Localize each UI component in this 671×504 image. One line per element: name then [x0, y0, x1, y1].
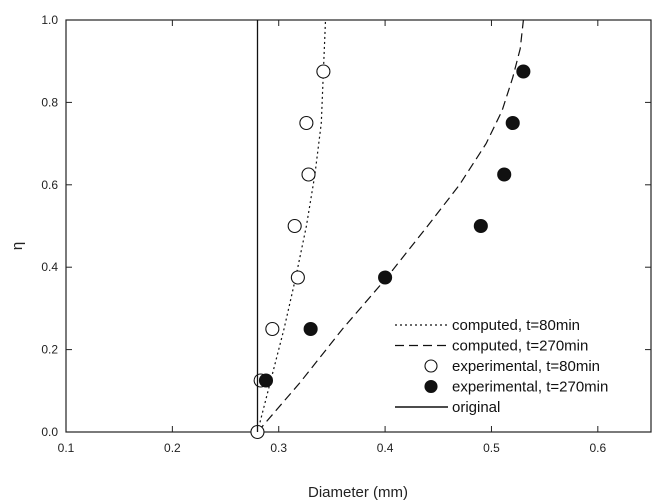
- y-tick-label: 0.4: [41, 260, 58, 274]
- x-tick-label: 0.2: [164, 441, 181, 455]
- legend-label: computed, t=80min: [452, 317, 580, 334]
- data-point: [265, 321, 280, 337]
- series-1: [257, 19, 524, 433]
- legend-item: experimental, t=270min: [424, 379, 608, 396]
- legend-item: experimental, t=80min: [424, 358, 600, 375]
- legend-label: original: [452, 399, 500, 416]
- data-point: [303, 321, 318, 337]
- x-tick-label: 0.1: [58, 441, 75, 455]
- legend-item: computed, t=80min: [395, 317, 580, 334]
- x-tick-label: 0.5: [483, 441, 500, 455]
- y-tick-label: 1.0: [41, 13, 58, 27]
- y-tick-label: 0.2: [41, 343, 58, 357]
- series-line: [257, 19, 524, 433]
- x-tick-label: 0.3: [270, 441, 287, 455]
- series-line: [256, 19, 327, 433]
- legend-label: experimental, t=270min: [452, 379, 608, 396]
- data-point: [258, 373, 274, 388]
- data-point: [316, 64, 331, 79]
- data-point: [473, 218, 488, 234]
- data-point: [299, 115, 314, 131]
- y-tick-label: 0.6: [41, 178, 58, 192]
- x-tick-label: 0.4: [377, 441, 394, 455]
- data-point: [290, 270, 305, 285]
- series-layer: [250, 19, 531, 440]
- y-tick-label: 0.0: [41, 425, 58, 439]
- x-axis-label: Diameter (mm): [308, 484, 408, 501]
- series-3: [258, 64, 531, 388]
- data-point: [287, 218, 302, 234]
- data-point: [516, 64, 531, 79]
- legend-label: experimental, t=80min: [452, 358, 600, 375]
- data-point: [497, 167, 512, 182]
- y-axis-label: η: [9, 242, 26, 250]
- legend-item: original: [395, 399, 500, 416]
- legend-item: computed, t=270min: [395, 338, 588, 355]
- y-tick-label: 0.8: [41, 95, 58, 109]
- data-point: [378, 270, 393, 285]
- axis-ticks: 0.1 0.2 0.3 0.4 0.5 0.6 0.0 0.2 0.4 0.6 0.8 1.0: [41, 13, 651, 455]
- series-0: [256, 19, 327, 433]
- legend: computed, t=80min computed, t=270min exper…: [395, 317, 608, 416]
- legend-marker: [424, 359, 438, 373]
- data-point: [505, 115, 520, 131]
- legend-marker: [424, 379, 438, 394]
- x-tick-label: 0.6: [589, 441, 606, 455]
- legend-label: computed, t=270min: [452, 338, 588, 355]
- plot-frame: [65, 19, 652, 433]
- data-point: [301, 167, 316, 182]
